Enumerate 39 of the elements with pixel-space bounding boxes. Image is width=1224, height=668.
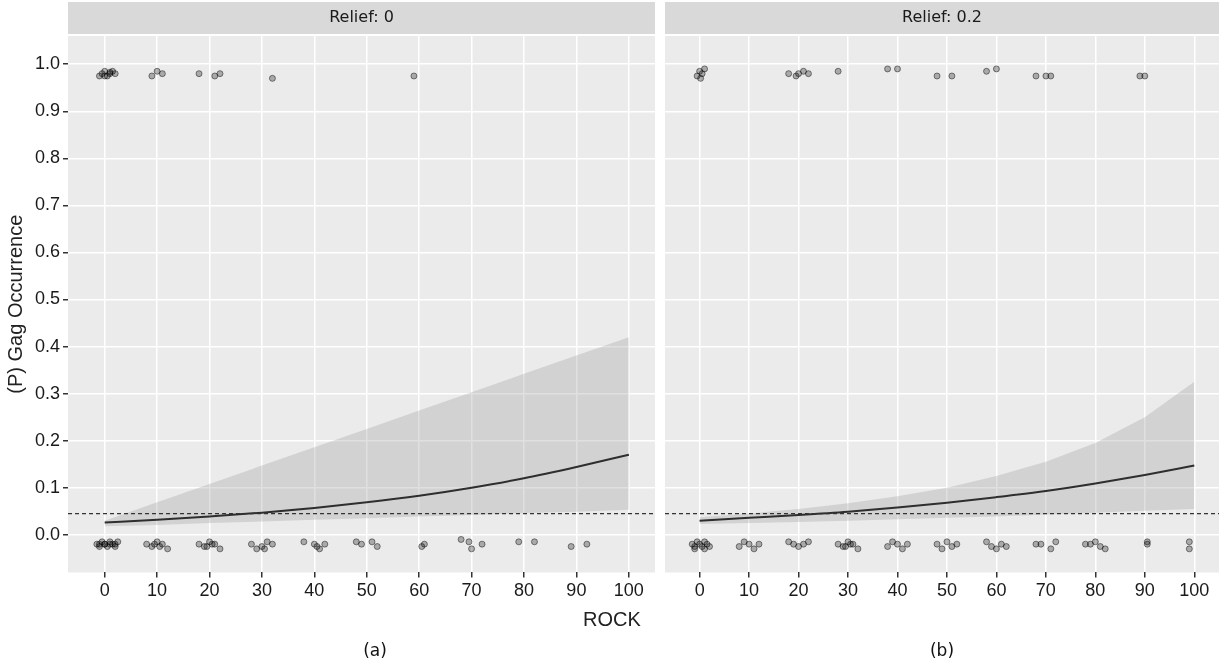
x-tick-label: 20 bbox=[199, 580, 220, 601]
y-tick-label: 0.1 bbox=[34, 476, 61, 497]
y-tick-label: 0.0 bbox=[34, 523, 61, 544]
chart-title: Relief: 0.2 bbox=[902, 7, 982, 27]
y-tick-label: 0.7 bbox=[34, 194, 61, 215]
y-tick-label: 0.6 bbox=[34, 241, 61, 262]
x-tick-label: 80 bbox=[513, 580, 534, 601]
x-tick-label: 80 bbox=[1085, 580, 1106, 601]
x-tick-label: 50 bbox=[356, 580, 377, 601]
x-tick-label: 20 bbox=[788, 580, 809, 601]
x-tick-label: 50 bbox=[936, 580, 957, 601]
y-tick-label: 0.8 bbox=[34, 147, 61, 168]
x-tick-label: 100 bbox=[613, 580, 644, 601]
text: (b) bbox=[928, 640, 956, 660]
y-tick-label: 1.0 bbox=[34, 53, 61, 74]
x-tick-label: 10 bbox=[147, 580, 168, 601]
x-tick-label: 40 bbox=[887, 580, 908, 601]
x-tick-label: 10 bbox=[739, 580, 760, 601]
x-tick-label: 0 bbox=[99, 580, 110, 601]
y-tick-label: 0.5 bbox=[34, 288, 61, 309]
chart-title: Relief: 0 bbox=[329, 7, 394, 27]
y-tick-label: 0.4 bbox=[34, 335, 61, 356]
y-axis-title: (P) Gag Occurrence bbox=[3, 214, 26, 394]
y-tick-label: 0.2 bbox=[34, 429, 61, 450]
x-tick-label: 0 bbox=[694, 580, 705, 601]
x-tick-label: 40 bbox=[304, 580, 325, 601]
y-tick-label: 0.9 bbox=[34, 100, 61, 121]
x-tick-label: 60 bbox=[409, 580, 430, 601]
x-tick-label: 100 bbox=[1179, 580, 1210, 601]
x-tick-label: 30 bbox=[838, 580, 859, 601]
x-tick-label: 30 bbox=[251, 580, 272, 601]
y-tick-label: 0.3 bbox=[34, 382, 61, 403]
x-tick-label: 70 bbox=[1035, 580, 1056, 601]
x-tick-label: 60 bbox=[986, 580, 1007, 601]
x-tick-label: 90 bbox=[566, 580, 587, 601]
x-tick-label: 90 bbox=[1134, 580, 1155, 601]
text: (a) bbox=[362, 640, 388, 660]
x-tick-label: 70 bbox=[461, 580, 482, 601]
x-axis-title: ROCK bbox=[582, 608, 642, 631]
